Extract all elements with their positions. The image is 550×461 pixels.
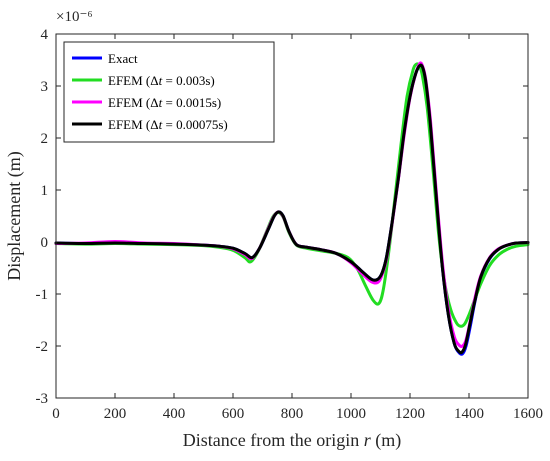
legend-label: EFEM (Δt = 0.0015s) [108,95,221,110]
legend-label: EFEM (Δt = 0.00075s) [108,117,228,132]
y-exponent-label: ×10⁻⁶ [56,9,93,25]
x-tick-label: 200 [104,406,127,422]
series-line-3 [54,63,530,355]
x-axis-label: Distance from the origin r (m) [183,430,401,451]
series-layer [54,61,530,356]
legend-label: EFEM (Δt = 0.003s) [108,73,215,88]
x-tick-label: 600 [222,406,245,422]
y-axis-label: Displacement (m) [4,151,25,280]
y-tick-label: 0 [41,235,49,251]
ticks-layer: 0 200 400 600 800 1000 1200 1400 1600 -3 -2 -1 0 1 2 3 4 [36,27,544,422]
y-tick-label: -1 [36,287,49,303]
y-tick-label: 4 [41,27,49,43]
x-tick-label: 0 [52,406,60,422]
legend: Exact EFEM (Δt = 0.003s) EFEM (Δt = 0.0015… [63,41,275,143]
x-tick-label: 1600 [513,406,543,422]
y-tick-label: 3 [41,79,49,95]
y-tick-label: 2 [41,131,49,147]
plot-frame [55,33,529,399]
y-tick-label: -2 [36,339,49,355]
series-line-1 [54,62,530,328]
legend-label: Exact [108,51,138,66]
x-tick-label: 1200 [395,406,425,422]
y-tick-label: -3 [36,391,49,407]
x-tick-label: 1000 [336,406,366,422]
x-tick-label: 800 [281,406,304,422]
x-tick-label: 400 [163,406,186,422]
x-tick-label: 1400 [454,406,484,422]
y-tick-label: 1 [41,183,49,199]
